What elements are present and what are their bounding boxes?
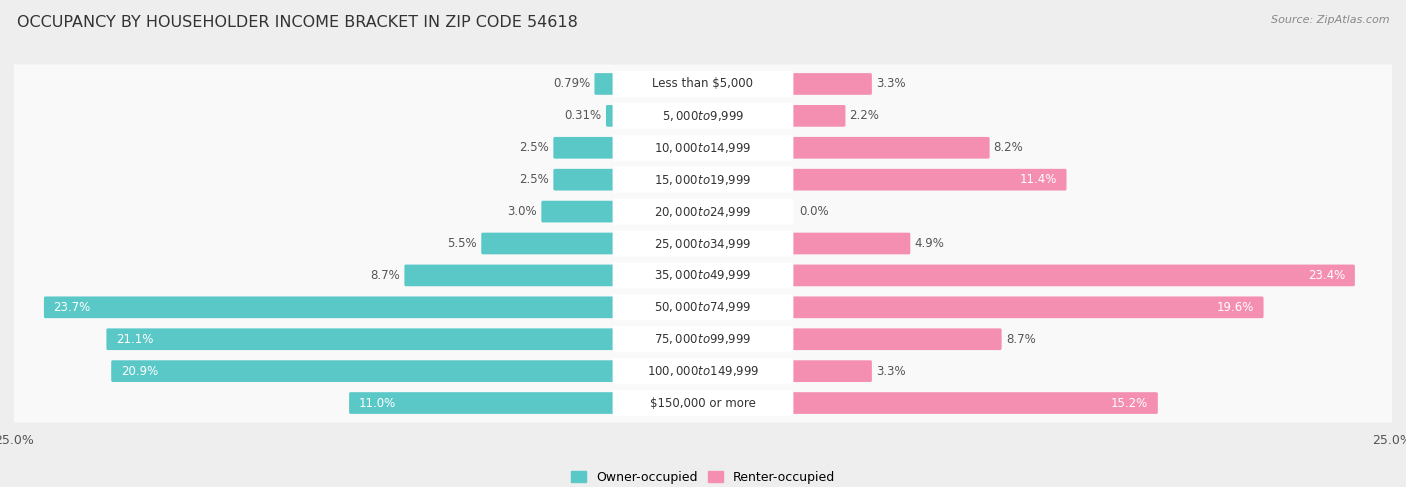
- Text: 20.9%: 20.9%: [121, 365, 157, 377]
- FancyBboxPatch shape: [111, 360, 616, 382]
- FancyBboxPatch shape: [790, 328, 1001, 350]
- FancyBboxPatch shape: [790, 169, 1067, 190]
- FancyBboxPatch shape: [790, 137, 990, 159]
- Text: 11.0%: 11.0%: [359, 396, 396, 410]
- Text: 0.31%: 0.31%: [565, 110, 602, 122]
- Text: Source: ZipAtlas.com: Source: ZipAtlas.com: [1271, 15, 1389, 25]
- Text: $75,000 to $99,999: $75,000 to $99,999: [654, 332, 752, 346]
- FancyBboxPatch shape: [481, 233, 616, 254]
- FancyBboxPatch shape: [554, 169, 616, 190]
- Text: 5.5%: 5.5%: [447, 237, 477, 250]
- Text: 19.6%: 19.6%: [1216, 301, 1254, 314]
- FancyBboxPatch shape: [107, 328, 616, 350]
- FancyBboxPatch shape: [541, 201, 616, 223]
- FancyBboxPatch shape: [613, 135, 793, 161]
- FancyBboxPatch shape: [790, 73, 872, 95]
- FancyBboxPatch shape: [4, 320, 1402, 359]
- FancyBboxPatch shape: [4, 192, 1402, 231]
- FancyBboxPatch shape: [790, 264, 1355, 286]
- Text: $50,000 to $74,999: $50,000 to $74,999: [654, 300, 752, 314]
- Text: 15.2%: 15.2%: [1111, 396, 1149, 410]
- FancyBboxPatch shape: [44, 297, 616, 318]
- Text: 8.7%: 8.7%: [1005, 333, 1035, 346]
- Text: 3.3%: 3.3%: [876, 365, 905, 377]
- FancyBboxPatch shape: [4, 128, 1402, 167]
- Text: $5,000 to $9,999: $5,000 to $9,999: [662, 109, 744, 123]
- FancyBboxPatch shape: [4, 288, 1402, 327]
- FancyBboxPatch shape: [613, 230, 793, 257]
- FancyBboxPatch shape: [790, 297, 1264, 318]
- Text: 3.0%: 3.0%: [508, 205, 537, 218]
- FancyBboxPatch shape: [4, 256, 1402, 295]
- Text: 4.9%: 4.9%: [914, 237, 945, 250]
- Legend: Owner-occupied, Renter-occupied: Owner-occupied, Renter-occupied: [567, 466, 839, 487]
- Text: OCCUPANCY BY HOUSEHOLDER INCOME BRACKET IN ZIP CODE 54618: OCCUPANCY BY HOUSEHOLDER INCOME BRACKET …: [17, 15, 578, 30]
- Text: 8.7%: 8.7%: [371, 269, 401, 282]
- FancyBboxPatch shape: [613, 262, 793, 288]
- FancyBboxPatch shape: [405, 264, 616, 286]
- FancyBboxPatch shape: [790, 105, 845, 127]
- FancyBboxPatch shape: [790, 233, 910, 254]
- FancyBboxPatch shape: [349, 392, 616, 414]
- Text: 23.4%: 23.4%: [1308, 269, 1346, 282]
- Text: 2.2%: 2.2%: [849, 110, 879, 122]
- Text: $25,000 to $34,999: $25,000 to $34,999: [654, 237, 752, 250]
- FancyBboxPatch shape: [613, 294, 793, 320]
- Text: $15,000 to $19,999: $15,000 to $19,999: [654, 173, 752, 187]
- Text: 2.5%: 2.5%: [519, 173, 550, 186]
- FancyBboxPatch shape: [613, 199, 793, 225]
- Text: 11.4%: 11.4%: [1019, 173, 1057, 186]
- Text: 0.0%: 0.0%: [800, 205, 830, 218]
- Text: $20,000 to $24,999: $20,000 to $24,999: [654, 205, 752, 219]
- FancyBboxPatch shape: [554, 137, 616, 159]
- Text: $10,000 to $14,999: $10,000 to $14,999: [654, 141, 752, 155]
- FancyBboxPatch shape: [613, 358, 793, 384]
- FancyBboxPatch shape: [4, 64, 1402, 103]
- FancyBboxPatch shape: [4, 160, 1402, 199]
- Text: 23.7%: 23.7%: [53, 301, 91, 314]
- FancyBboxPatch shape: [613, 167, 793, 193]
- FancyBboxPatch shape: [4, 96, 1402, 135]
- FancyBboxPatch shape: [595, 73, 616, 95]
- Text: 8.2%: 8.2%: [994, 141, 1024, 154]
- FancyBboxPatch shape: [606, 105, 616, 127]
- Text: 3.3%: 3.3%: [876, 77, 905, 91]
- Text: Less than $5,000: Less than $5,000: [652, 77, 754, 91]
- FancyBboxPatch shape: [4, 224, 1402, 263]
- FancyBboxPatch shape: [613, 71, 793, 97]
- Text: 0.79%: 0.79%: [553, 77, 591, 91]
- FancyBboxPatch shape: [790, 360, 872, 382]
- FancyBboxPatch shape: [4, 352, 1402, 391]
- FancyBboxPatch shape: [790, 392, 1157, 414]
- Text: 21.1%: 21.1%: [117, 333, 153, 346]
- Text: 2.5%: 2.5%: [519, 141, 550, 154]
- FancyBboxPatch shape: [4, 384, 1402, 423]
- FancyBboxPatch shape: [613, 326, 793, 352]
- FancyBboxPatch shape: [613, 390, 793, 416]
- Text: $150,000 or more: $150,000 or more: [650, 396, 756, 410]
- Text: $35,000 to $49,999: $35,000 to $49,999: [654, 268, 752, 282]
- FancyBboxPatch shape: [613, 103, 793, 129]
- Text: $100,000 to $149,999: $100,000 to $149,999: [647, 364, 759, 378]
